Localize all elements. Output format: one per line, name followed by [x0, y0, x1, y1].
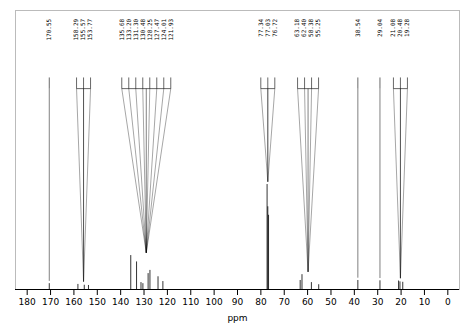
svg-text:120: 120 — [159, 297, 176, 307]
svg-text:29.04: 29.04 — [376, 18, 383, 36]
svg-text:38.54: 38.54 — [354, 18, 361, 36]
svg-text:130.48: 130.48 — [139, 18, 146, 40]
svg-text:124.01: 124.01 — [160, 18, 167, 40]
svg-text:0: 0 — [445, 297, 451, 307]
svg-text:90: 90 — [232, 297, 244, 307]
svg-text:140: 140 — [112, 297, 129, 307]
svg-text:158.29: 158.29 — [72, 18, 79, 40]
svg-text:133.20: 133.20 — [125, 18, 132, 40]
svg-text:ppm: ppm — [227, 313, 247, 323]
svg-text:21.08: 21.08 — [389, 18, 396, 36]
svg-text:70: 70 — [279, 297, 291, 307]
svg-text:110: 110 — [182, 297, 199, 307]
svg-text:62.40: 62.40 — [300, 18, 307, 36]
svg-text:50: 50 — [325, 297, 337, 307]
svg-text:131.30: 131.30 — [132, 18, 139, 40]
svg-text:155.57: 155.57 — [79, 18, 86, 40]
svg-text:20: 20 — [395, 297, 407, 307]
svg-text:40: 40 — [349, 297, 361, 307]
svg-text:135.68: 135.68 — [118, 18, 125, 40]
svg-text:60: 60 — [302, 297, 314, 307]
svg-text:76.72: 76.72 — [271, 18, 278, 36]
svg-text:180: 180 — [19, 297, 36, 307]
svg-text:100: 100 — [206, 297, 223, 307]
svg-text:170: 170 — [42, 297, 59, 307]
svg-text:77.34: 77.34 — [257, 18, 264, 36]
svg-text:160: 160 — [65, 297, 82, 307]
svg-text:121.93: 121.93 — [167, 18, 174, 40]
svg-text:58.38: 58.38 — [307, 18, 314, 36]
svg-text:150: 150 — [89, 297, 106, 307]
svg-text:80: 80 — [255, 297, 267, 307]
svg-text:127.47: 127.47 — [153, 18, 160, 40]
svg-text:10: 10 — [419, 297, 431, 307]
svg-text:130: 130 — [135, 297, 152, 307]
svg-text:20.48: 20.48 — [396, 18, 403, 36]
svg-text:63.18: 63.18 — [293, 18, 300, 36]
svg-text:153.77: 153.77 — [86, 18, 93, 40]
svg-text:128.25: 128.25 — [146, 18, 153, 40]
svg-text:170.55: 170.55 — [45, 18, 52, 40]
svg-text:30: 30 — [372, 297, 384, 307]
svg-text:19.28: 19.28 — [403, 18, 410, 36]
svg-text:77.03: 77.03 — [264, 18, 271, 36]
svg-text:55.25: 55.25 — [314, 18, 321, 36]
